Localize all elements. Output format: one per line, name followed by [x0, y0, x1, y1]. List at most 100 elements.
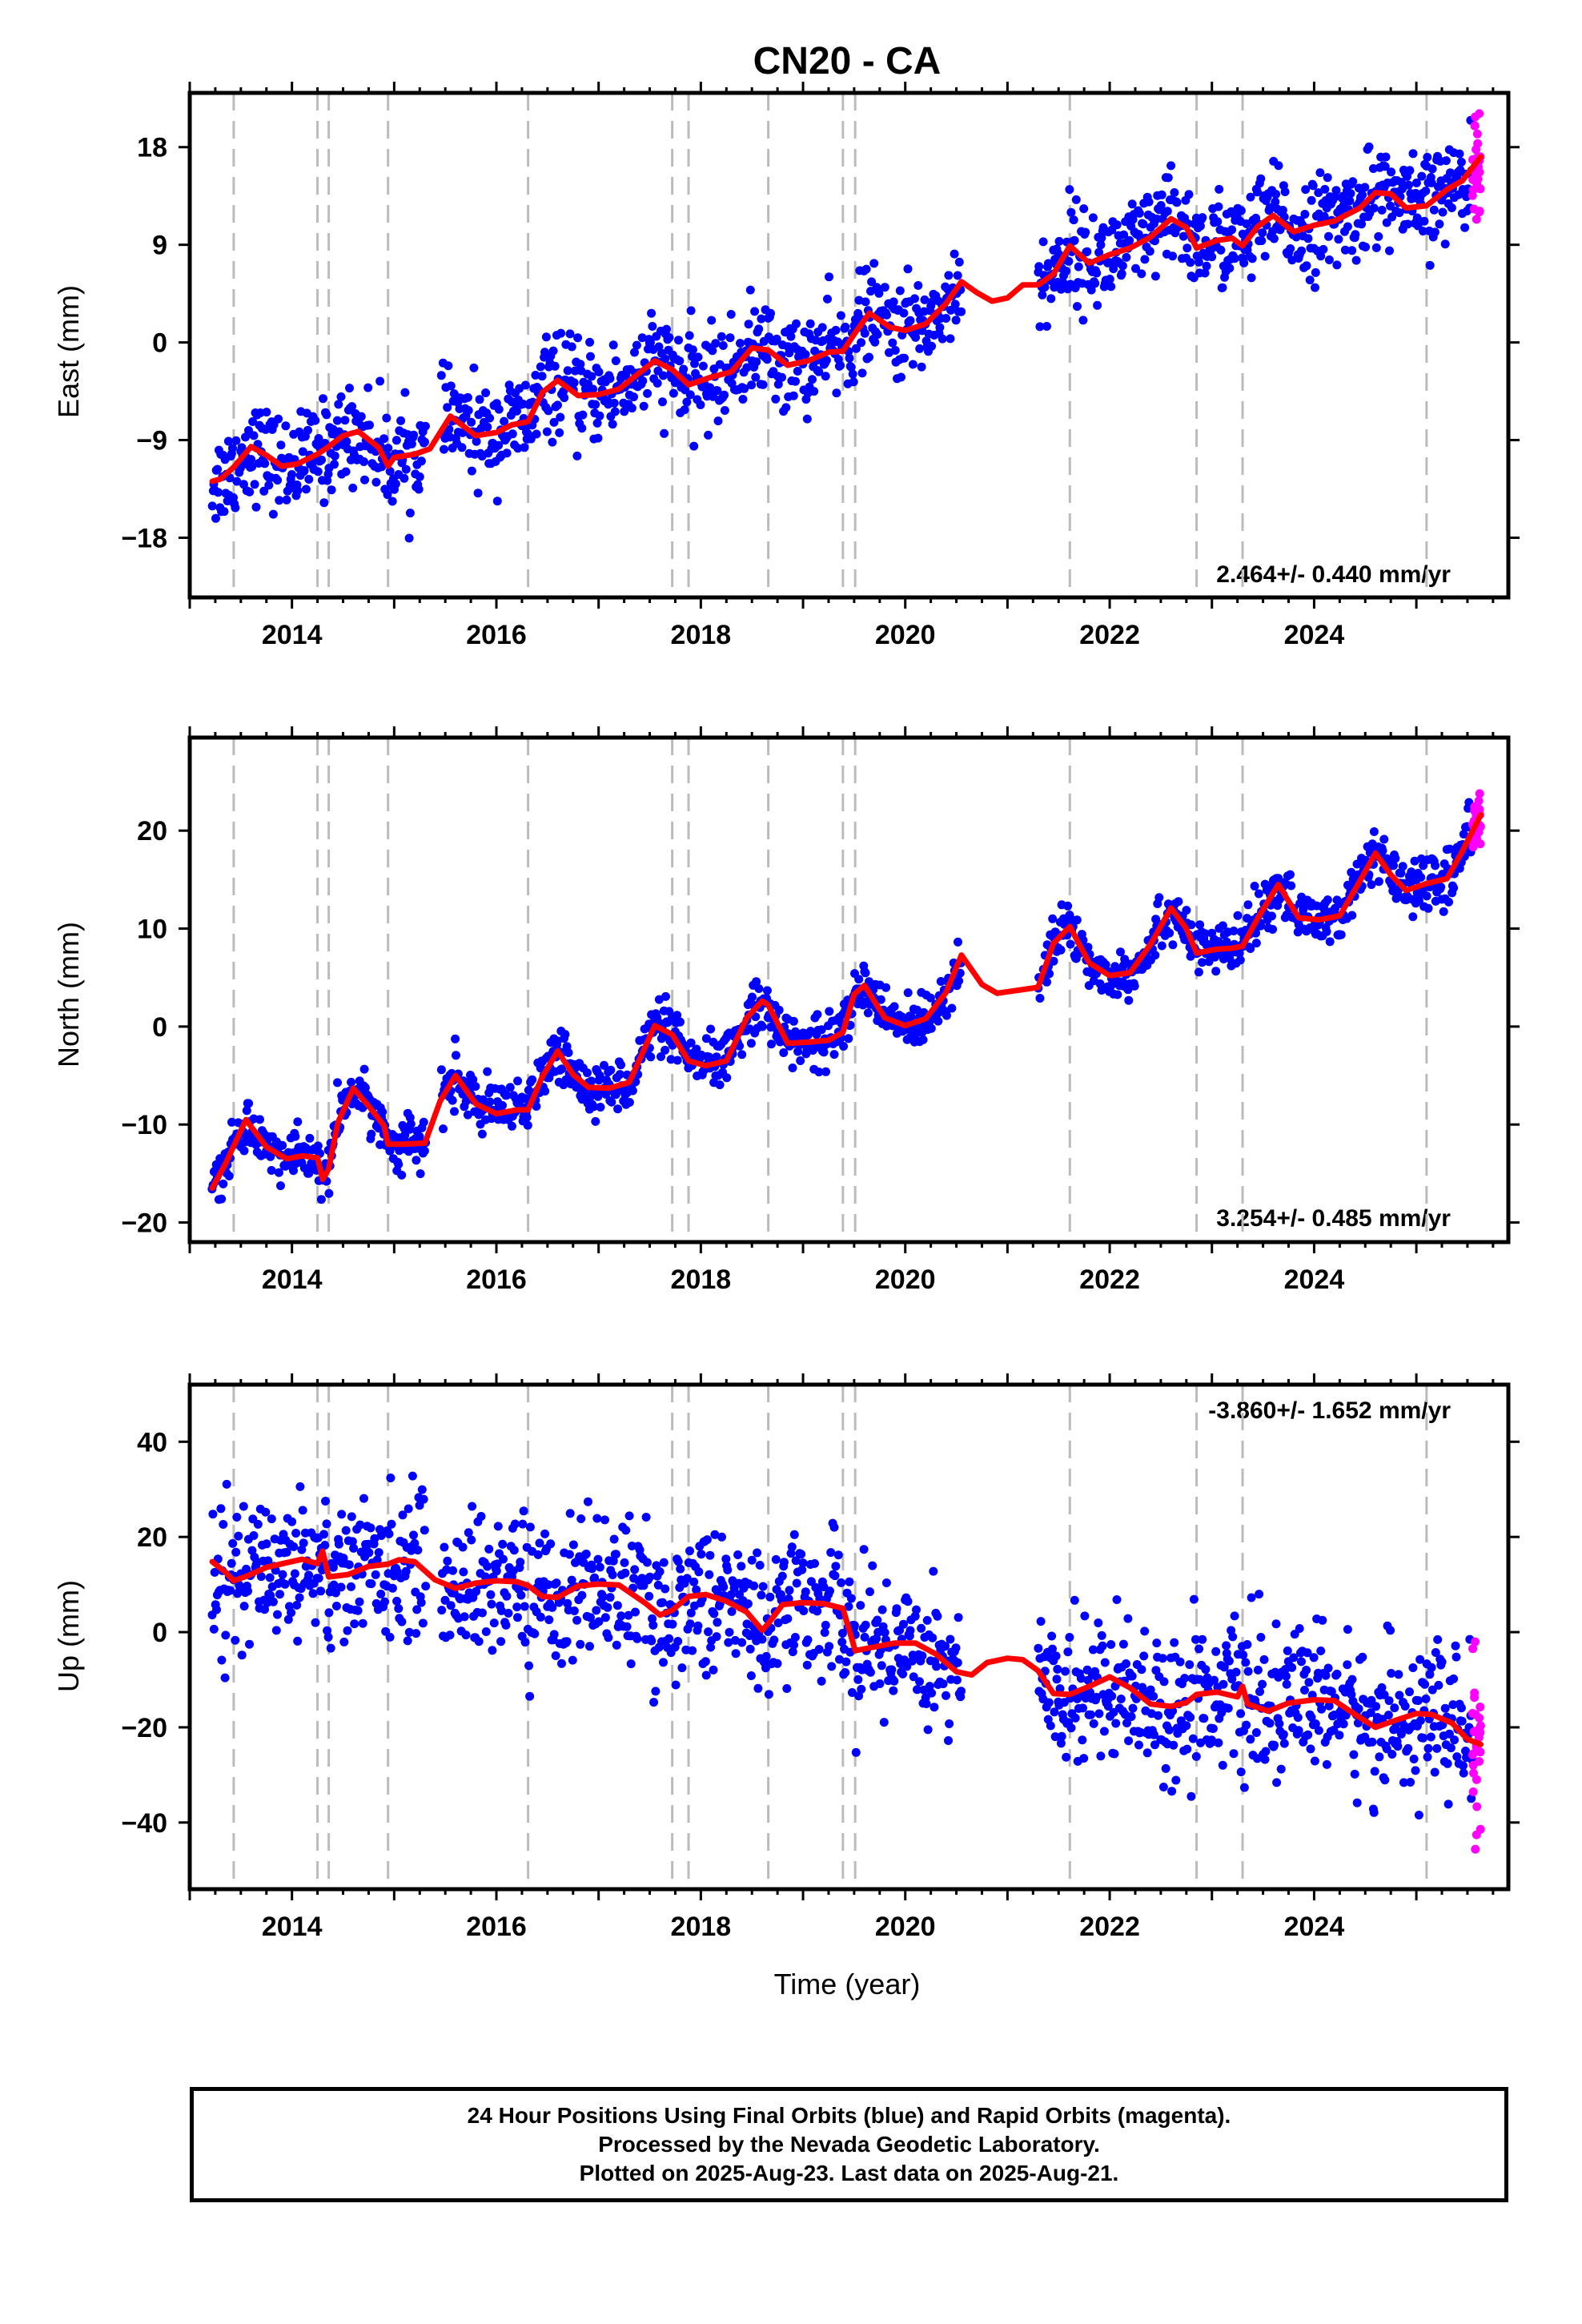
- east-final-orbit-point: [577, 424, 587, 433]
- east-rapid-orbit-point: [1472, 129, 1482, 139]
- east-final-orbit-point: [1257, 236, 1267, 246]
- east-final-orbit-point: [861, 297, 870, 307]
- up-final-orbit-point: [448, 1566, 457, 1575]
- east-final-orbit-point: [472, 436, 481, 446]
- up-final-orbit-point: [1261, 1747, 1271, 1756]
- up-final-orbit-point: [1443, 1799, 1453, 1809]
- up-final-orbit-point: [540, 1529, 550, 1538]
- north-final-orbit-point: [1322, 927, 1331, 936]
- up-final-orbit-point: [1431, 1648, 1440, 1657]
- north-final-orbit-point: [1154, 893, 1164, 903]
- north-final-orbit-point: [767, 1039, 776, 1049]
- east-final-orbit-point: [608, 340, 618, 350]
- up-final-orbit-point: [419, 1494, 428, 1504]
- north-final-orbit-point: [954, 937, 962, 947]
- east-final-orbit-point: [1319, 244, 1328, 254]
- up-final-orbit-point: [1386, 1626, 1395, 1635]
- up-final-orbit-point: [209, 1624, 219, 1634]
- north-final-orbit-point: [448, 1096, 457, 1105]
- east-final-orbit-point: [1419, 227, 1427, 236]
- north-final-orbit-point: [1083, 943, 1093, 952]
- up-final-orbit-point: [746, 1671, 756, 1680]
- up-final-orbit-point: [295, 1593, 304, 1602]
- east-x-tick-label: 2020: [875, 620, 936, 650]
- east-final-orbit-point: [698, 361, 708, 371]
- east-final-orbit-point: [1460, 223, 1470, 232]
- north-final-orbit-point: [817, 1025, 826, 1035]
- up-final-orbit-point: [440, 1542, 449, 1552]
- up-final-orbit-point: [688, 1646, 697, 1655]
- east-final-orbit-point: [809, 387, 819, 396]
- up-final-orbit-point: [1146, 1709, 1156, 1719]
- east-final-orbit-point: [1069, 215, 1078, 225]
- east-final-orbit-point: [1034, 262, 1044, 271]
- east-final-orbit-point: [1381, 152, 1391, 162]
- east-final-orbit-point: [1163, 173, 1173, 183]
- north-final-orbit-point: [532, 1102, 541, 1111]
- up-final-orbit-point: [371, 1570, 380, 1579]
- up-final-orbit-point: [827, 1662, 837, 1671]
- up-final-orbit-point: [1383, 1711, 1393, 1720]
- east-rapid-orbit-point: [1472, 215, 1481, 224]
- north-final-orbit-point: [508, 1121, 516, 1131]
- east-final-orbit-point: [1256, 174, 1266, 183]
- north-final-orbit-point: [665, 1007, 674, 1016]
- up-final-orbit-point: [311, 1618, 320, 1627]
- up-final-orbit-point: [1094, 1709, 1104, 1719]
- up-final-orbit-point: [787, 1542, 797, 1552]
- up-final-orbit-point: [1258, 1679, 1267, 1689]
- up-final-orbit-point: [564, 1550, 574, 1559]
- north-final-orbit-point: [439, 1124, 448, 1134]
- north-final-orbit-point: [242, 1106, 251, 1116]
- up-final-orbit-point: [1339, 1719, 1348, 1729]
- up-final-orbit-point: [1457, 1716, 1467, 1726]
- up-final-orbit-point: [847, 1688, 857, 1697]
- up-final-orbit-point: [336, 1582, 346, 1592]
- east-final-orbit-point: [688, 345, 697, 355]
- up-final-orbit-point: [593, 1554, 603, 1564]
- east-final-orbit-point: [565, 329, 575, 339]
- east-final-orbit-point: [1213, 217, 1223, 227]
- up-final-orbit-point: [1100, 1658, 1110, 1667]
- north-final-orbit-point: [1056, 945, 1066, 955]
- up-final-orbit-point: [1302, 1666, 1311, 1675]
- east-final-orbit-point: [890, 346, 900, 355]
- up-final-orbit-point: [1246, 1735, 1255, 1744]
- up-final-orbit-point: [820, 1628, 829, 1637]
- up-final-orbit-point: [334, 1539, 343, 1549]
- up-final-orbit-point: [764, 1690, 773, 1699]
- up-final-orbit-point: [548, 1602, 557, 1612]
- up-final-orbit-point: [1182, 1744, 1192, 1754]
- up-final-orbit-point: [420, 1526, 429, 1535]
- up-final-orbit-point: [216, 1504, 226, 1514]
- up-final-orbit-point: [287, 1517, 297, 1526]
- up-final-orbit-point: [568, 1540, 578, 1550]
- up-final-orbit-point: [917, 1651, 927, 1661]
- east-final-orbit-point: [766, 308, 775, 318]
- east-final-orbit-point: [638, 376, 648, 386]
- east-final-orbit-point: [463, 392, 472, 402]
- east-final-orbit-point: [542, 427, 552, 436]
- up-final-orbit-point: [409, 1530, 418, 1540]
- east-panel: East (mm) 2.464+/- 0.440 mm/yr 2014 2016 2…: [52, 82, 1520, 650]
- east-final-orbit-point: [334, 400, 343, 409]
- up-final-orbit-point: [1149, 1691, 1158, 1701]
- up-final-orbit-point: [1186, 1791, 1196, 1801]
- up-final-orbit-point: [1444, 1729, 1454, 1739]
- up-final-orbit-point: [1354, 1704, 1363, 1714]
- north-final-orbit-point: [416, 1169, 425, 1179]
- up-final-orbit-point: [392, 1596, 402, 1606]
- east-final-orbit-point: [662, 324, 671, 334]
- up-final-orbit-point: [693, 1621, 703, 1630]
- up-final-orbit-point: [659, 1658, 668, 1667]
- up-final-orbit-point: [758, 1582, 768, 1591]
- east-final-orbit-point: [1230, 254, 1239, 263]
- up-final-orbit-point: [321, 1497, 330, 1506]
- up-final-orbit-point: [1434, 1680, 1443, 1690]
- up-final-orbit-point: [324, 1608, 334, 1618]
- up-final-orbit-point: [440, 1595, 450, 1605]
- up-final-orbit-point: [1097, 1630, 1106, 1640]
- north-final-orbit-point: [1182, 906, 1191, 915]
- east-final-orbit-point: [1119, 230, 1129, 239]
